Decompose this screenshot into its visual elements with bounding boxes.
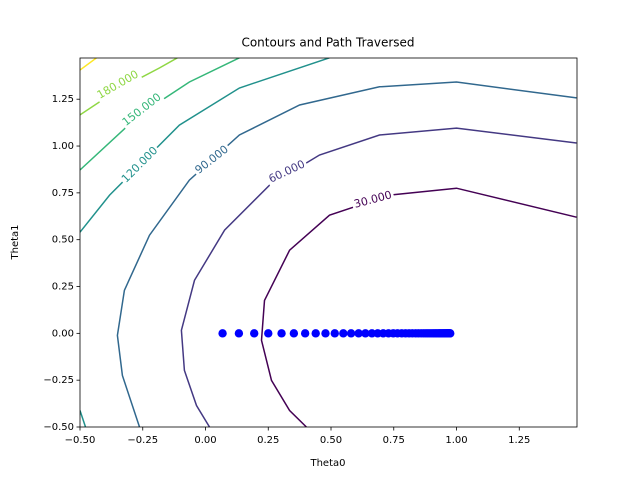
path-point (250, 329, 259, 338)
chart-title: Contours and Path Traversed (241, 36, 414, 50)
y-axis-label: Theta1 (10, 224, 21, 260)
contour-label-bg (117, 142, 163, 188)
path-point (300, 329, 310, 338)
path-point (354, 329, 363, 338)
y-tick-label: 0.00 (52, 328, 74, 339)
path-point (361, 329, 370, 338)
path-point (289, 329, 299, 338)
contour-label-bg (350, 187, 396, 213)
x-axis-label: Theta0 (309, 458, 345, 469)
x-tick-label: −0.50 (65, 435, 96, 446)
x-tick-label: 0.00 (194, 435, 216, 446)
path-point (218, 329, 227, 338)
x-tick-label: 1.00 (445, 435, 467, 446)
path-point (321, 329, 330, 338)
path-point (346, 329, 356, 338)
y-tick-label: 0.75 (52, 188, 74, 199)
path-point (311, 329, 320, 338)
y-tick-label: −0.25 (43, 375, 74, 386)
y-tick-label: 0.50 (52, 235, 74, 246)
path-point (277, 329, 286, 338)
plot-area (80, 58, 577, 427)
path-point (330, 329, 339, 338)
path-point (446, 329, 455, 338)
contour-line (260, 187, 577, 427)
x-tick-label: 0.25 (257, 435, 279, 446)
path-point (234, 329, 244, 338)
x-tick-label: 1.25 (508, 435, 530, 446)
contour-line (180, 127, 577, 427)
contour-label-bg (118, 89, 166, 131)
x-tick-label: −0.25 (127, 435, 158, 446)
contour-label-bg (190, 141, 234, 179)
contour-line (116, 81, 577, 427)
contour-label-bg (93, 66, 143, 104)
axes-frame (79, 57, 578, 428)
x-tick-label: 0.75 (383, 435, 405, 446)
y-tick-label: −0.50 (43, 422, 74, 433)
y-tick-label: 1.25 (52, 94, 74, 105)
x-tick-label: 0.50 (320, 435, 342, 446)
contour-line (80, 58, 330, 427)
contour-line (80, 58, 98, 71)
contour-label-bg (264, 156, 310, 188)
y-tick-label: 0.25 (52, 282, 74, 293)
path-point (339, 329, 348, 338)
contour-line (80, 58, 240, 171)
path-point (264, 329, 273, 338)
path-point (367, 329, 377, 338)
y-tick-label: 1.00 (52, 141, 74, 152)
